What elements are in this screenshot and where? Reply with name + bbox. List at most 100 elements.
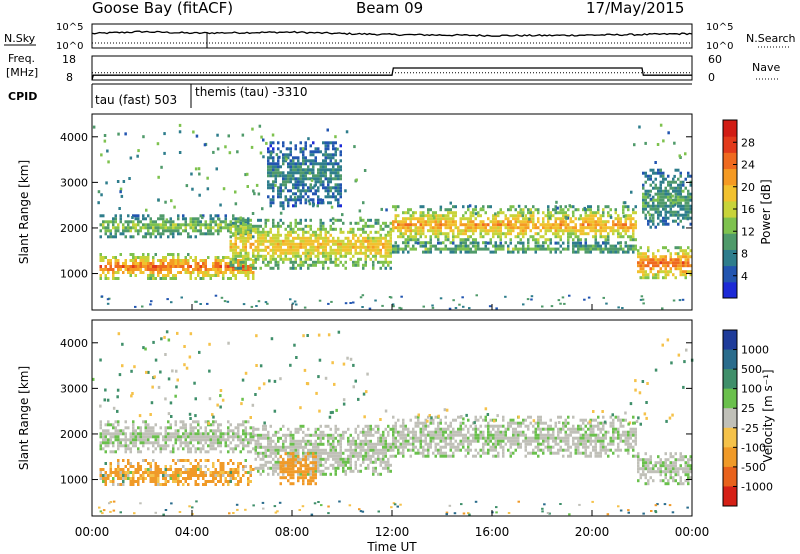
heatmap-cell	[369, 427, 372, 431]
heatmap-cell	[139, 259, 142, 262]
heatmap-cell	[124, 220, 127, 224]
heatmap-cell	[212, 462, 215, 465]
heatmap-cell	[222, 226, 225, 230]
heatmap-cell	[147, 226, 150, 230]
heatmap-cell	[634, 226, 637, 230]
heatmap-cell	[442, 445, 445, 449]
heatmap-cell	[512, 247, 515, 251]
heatmap-cell	[592, 223, 595, 227]
heatmap-cell	[129, 477, 132, 480]
heatmap-cell	[269, 460, 272, 464]
heatmap-cell	[172, 259, 175, 262]
freq-label-line2: [MHz]	[6, 66, 38, 79]
heatmap-cell	[444, 235, 447, 239]
heatmap-cell	[317, 257, 320, 261]
heatmap-cell	[477, 247, 480, 251]
heatmap-cell	[494, 229, 497, 233]
heatmap-cell	[172, 477, 175, 480]
heatmap-cell	[419, 442, 422, 446]
heatmap-cell	[222, 462, 225, 465]
heatmap-cell	[114, 220, 117, 224]
heatmap-cell	[387, 224, 390, 228]
heatmap-cell	[572, 247, 575, 251]
heatmap-cell	[484, 241, 487, 245]
heatmap-cell	[229, 223, 232, 227]
heatmap-cell	[107, 259, 110, 262]
heatmap-cell	[384, 233, 387, 237]
heatmap-cell	[237, 254, 240, 258]
heatmap-cell	[192, 217, 195, 221]
heatmap-cell	[324, 186, 327, 190]
heatmap-cell	[294, 183, 297, 187]
heatmap-cell	[330, 300, 333, 303]
heatmap-cell	[622, 226, 625, 230]
heatmap-cell	[109, 268, 112, 271]
heatmap-cell	[380, 207, 383, 211]
heatmap-cell	[212, 471, 215, 474]
heatmap-cell	[255, 183, 259, 187]
heatmap-cell	[474, 212, 478, 216]
heatmap-cell	[532, 247, 535, 251]
heatmap-cell	[142, 271, 145, 274]
heatmap-cell	[377, 251, 380, 255]
heatmap-cell	[217, 474, 220, 477]
heatmap-cell	[277, 236, 280, 240]
heatmap-cell	[167, 235, 170, 239]
heatmap-cell	[530, 298, 533, 301]
heatmap-cell	[169, 423, 172, 427]
heatmap-cell	[307, 454, 310, 458]
heatmap-cell	[172, 471, 175, 474]
heatmap-cell	[112, 480, 115, 483]
heatmap-cell	[107, 432, 110, 436]
heatmap-cell	[684, 210, 687, 214]
heatmap-cell	[319, 168, 322, 172]
heatmap-cell	[294, 201, 297, 205]
heatmap-cell	[677, 222, 680, 226]
heatmap-cell	[494, 217, 497, 221]
heatmap-cell	[299, 445, 302, 449]
heatmap-cell	[329, 189, 332, 193]
heatmap-cell	[621, 307, 624, 309]
heatmap-cell	[316, 204, 319, 208]
heatmap-cell	[179, 444, 182, 448]
heatmap-cell	[327, 257, 330, 261]
heatmap-cell	[219, 226, 222, 230]
heatmap-cell	[447, 433, 450, 437]
heatmap-cell	[187, 477, 190, 480]
heatmap-cell	[434, 229, 437, 233]
heatmap-cell	[479, 247, 482, 251]
heatmap-cell	[302, 171, 305, 175]
heatmap-cell	[152, 229, 155, 233]
heatmap-cell	[329, 218, 332, 222]
heatmap-cell	[624, 220, 627, 224]
heatmap-cell	[114, 232, 117, 236]
heatmap-cell	[327, 457, 330, 461]
heatmap-cell	[154, 438, 157, 442]
heatmap-cell	[192, 229, 195, 233]
heatmap-cell	[647, 276, 650, 280]
heatmap-cell	[312, 198, 315, 202]
heatmap-cell	[304, 162, 307, 166]
heatmap-cell	[529, 247, 532, 251]
heatmap-cell	[344, 189, 347, 193]
heatmap-cell	[229, 235, 232, 239]
heatmap-cell	[154, 480, 157, 483]
heatmap-cell	[337, 463, 340, 467]
heatmap-cell	[397, 229, 400, 233]
heatmap-cell	[324, 424, 327, 428]
heatmap-cell	[279, 204, 282, 208]
heatmap-cell	[353, 145, 356, 149]
nsearch-label: N.Search	[746, 32, 796, 45]
heatmap-cell	[169, 432, 172, 436]
heatmap-cell	[134, 262, 137, 265]
heatmap-cell	[389, 448, 392, 452]
heatmap-cell	[439, 205, 443, 209]
heatmap-cell	[464, 226, 467, 230]
heatmap-cell	[199, 259, 202, 262]
heatmap-cell	[194, 483, 197, 486]
heatmap-cell	[336, 147, 339, 151]
heatmap-cell	[284, 195, 287, 199]
heatmap-cell	[652, 255, 655, 259]
heatmap-cell	[462, 241, 465, 245]
heatmap-cell	[404, 238, 407, 242]
